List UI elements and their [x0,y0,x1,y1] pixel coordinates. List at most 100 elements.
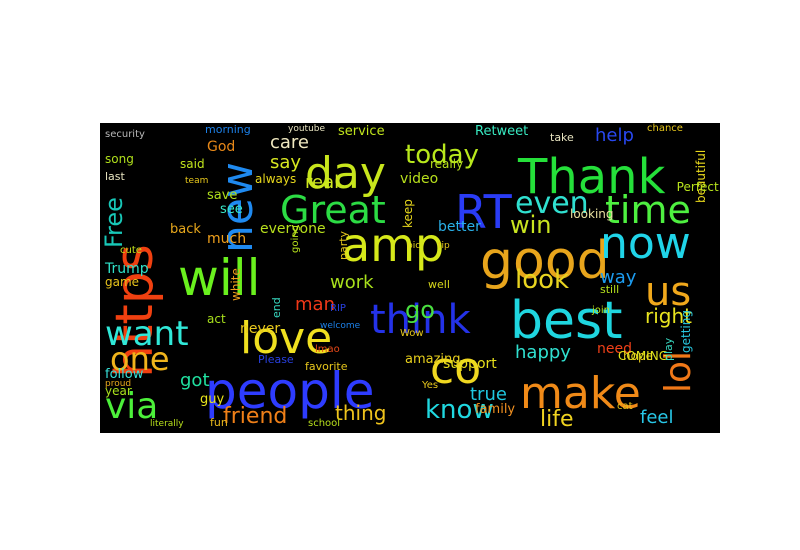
word-tip: tip [438,241,450,251]
word-fun: fun [210,416,228,429]
word-better: better [438,219,481,235]
word-real: real [305,172,339,193]
word-never: never [240,321,280,337]
word-rip: RIP [330,303,346,314]
word-day: day [305,148,386,199]
word-via: via [105,386,158,427]
word-video: video [400,171,438,187]
word-end: end [270,297,283,318]
word-getting: getting [679,310,693,353]
word-amp: amp [342,218,444,272]
word-always: always [255,172,296,186]
word-see: see [220,202,243,217]
word-lol: lol [658,351,699,393]
word-retweet: Retweet [475,124,528,139]
word-today: today [405,140,479,170]
word-even: even [515,186,589,221]
word-rt: RT [455,185,513,239]
word-play: play [662,337,675,361]
word-free: Free [100,197,128,248]
word-song: song [105,152,134,166]
word-good: good [480,231,610,291]
word-take: take [550,131,574,144]
word-support: support [443,356,497,372]
word-way: way [600,267,637,288]
word-really: really [430,157,463,171]
word-hope: hope [623,349,653,363]
word-school: school [308,418,340,429]
word-cloud-canvas: peoplebestgoodThankampwilllovemakehttpsn… [100,123,719,432]
word-everyone: everyone [260,221,326,237]
word-chance: chance [647,123,683,134]
word-amazing: amazing [405,352,461,367]
word-say: say [270,152,301,173]
word-year: year [105,384,132,398]
word-coming: COMING [618,349,668,363]
word-friend: friend [223,404,287,429]
word-guy: guy [200,392,224,407]
word-service: service [338,124,385,139]
word-pic: pic [407,241,420,251]
word-perfect: Perfect [677,180,719,194]
word-join: join [591,305,610,316]
word-right: right [645,304,692,328]
word-still: still [600,283,619,296]
word-going: going [290,225,301,253]
word-please: Please [258,353,294,366]
word-care: care [270,132,309,153]
word-favorite: favorite [305,360,348,373]
word-co: co [430,343,481,394]
word-man: man [295,294,335,315]
word-cat: cat [617,401,633,412]
word-game: game [105,275,139,289]
word-need: need [597,341,632,357]
word-help: help [595,125,634,146]
word-last: last [105,170,126,183]
word-yes: Yes [421,380,438,391]
word-look: look [515,265,569,295]
word-beautiful: beautiful [694,150,708,203]
word-life: life [540,407,574,432]
word-save: save [207,188,237,203]
word-win: win [510,211,552,239]
word-got: got [180,370,210,391]
word-cute: cute [120,245,142,256]
word-us: us [645,269,691,315]
word-wow: Wow [400,328,424,339]
word-family: family [475,402,515,417]
word-people: people [205,362,374,420]
word-know: know [425,395,494,425]
word-team: team [185,176,208,186]
word-act: act [207,312,226,326]
word-think: think [370,297,472,343]
word-keep: keep [401,199,415,228]
word-make: make [520,368,641,419]
word-go: go [405,296,435,324]
word-proud: proud [105,379,131,389]
word-cloud: people best good Thank amp will love make https n… [100,123,720,433]
word-great: Great [280,188,386,232]
word-party: party [337,230,350,260]
word-follow: follow [105,367,144,382]
word-trump: Trump [104,261,149,277]
word-looking: looking [570,207,614,221]
word-https: https [105,244,165,378]
word-one: one [110,340,170,378]
word-much: much [207,231,246,247]
word-welcome: welcome [320,321,361,331]
word-work: work [330,272,374,293]
word-morning: morning [205,123,251,136]
word-happy: happy [515,342,571,363]
word-now: now [600,218,691,269]
word-time: time [605,188,691,232]
word-thank: Thank [517,149,666,205]
word-thing: thing [335,401,386,425]
word-lmao: lmao [315,344,340,355]
word-true: true [470,384,507,405]
word-new: new [212,162,263,253]
word-want: want [105,314,189,354]
word-security: security [105,129,145,140]
word-back: back [170,222,201,237]
word-white: white [229,268,243,301]
word-god: God [207,139,235,155]
